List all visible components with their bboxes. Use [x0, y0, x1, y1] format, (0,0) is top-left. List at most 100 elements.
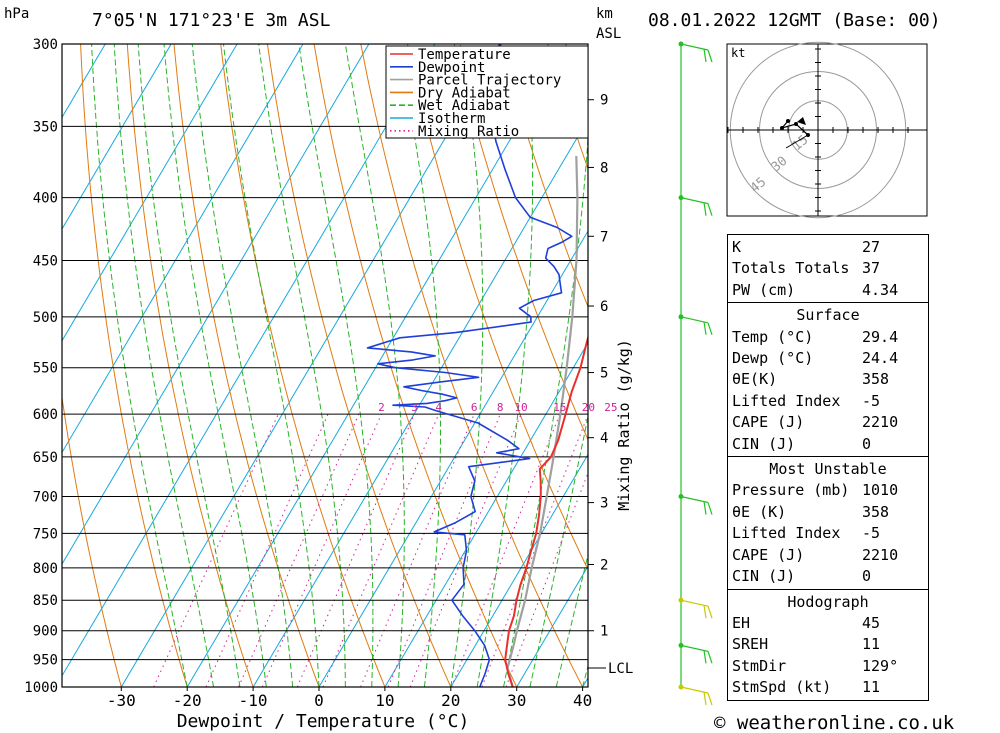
hodograph-trace — [780, 120, 809, 136]
wind-barb-flag — [703, 605, 707, 619]
surface-row: θE(K) 358 — [732, 370, 890, 389]
height-tick-label: 5 — [600, 366, 608, 382]
dry-adiabat-line — [500, 44, 588, 309]
pressure-tick-label: 750 — [33, 526, 58, 542]
temperature-tick-label: 40 — [573, 691, 592, 710]
mixing-ratio-line — [451, 414, 561, 687]
temperature-tick-label: 0 — [314, 691, 324, 710]
mixing-ratio-line — [153, 413, 279, 687]
height-tick-label: 4 — [600, 431, 608, 447]
index-row-pw: PW (cm) 4.34 — [732, 280, 899, 299]
isotherm-line — [62, 44, 436, 677]
mixing-ratio-line — [322, 414, 440, 687]
wind-barb-flag — [707, 692, 713, 706]
mixing-ratio-label: 20 — [582, 401, 595, 414]
dry-adiabat-line — [313, 44, 518, 687]
most-unstable-row: θE (K) 358 — [732, 502, 890, 521]
wet-adiabat-line — [191, 44, 294, 687]
dry-adiabat-line — [80, 44, 188, 687]
lcl-label: LCL — [608, 661, 633, 677]
mixing-ratio-line — [409, 414, 522, 687]
height-asl-label: ASL — [596, 26, 622, 42]
temperature-tick-label: 20 — [441, 691, 460, 710]
mixing-ratio-label: 2 — [378, 401, 385, 414]
mixing-ratio-line — [238, 413, 360, 687]
wind-barb-flag — [707, 651, 713, 664]
forecast-datetime: 08.01.2022 12GMT (Base: 00) — [648, 10, 941, 31]
legend-label: Mixing Ratio — [418, 124, 519, 140]
wind-barb-shaft — [680, 316, 709, 324]
legend-label: Temperature — [418, 47, 511, 63]
pressure-tick-label: 850 — [33, 593, 58, 609]
wet-adiabat-line — [137, 44, 241, 687]
isotherm-line — [186, 44, 568, 687]
wet-adiabat-line — [476, 44, 534, 687]
wet-adiabat-line — [223, 44, 320, 687]
wind-barb-flag — [703, 501, 707, 515]
parcel-trajectory-curve — [506, 155, 579, 687]
wind-barb-flag — [703, 48, 707, 63]
plot-frame — [61, 43, 589, 688]
mixing-ratio-axis-label: Mixing Ratio (g/kg) — [615, 339, 633, 511]
height-tick-label: 2 — [600, 557, 608, 573]
index-row-totals: Totals Totals 37 — [732, 259, 881, 278]
wet-adiabat-line — [91, 44, 188, 687]
wind-barb-flag — [707, 203, 713, 216]
dry-adiabat-line — [968, 44, 1000, 687]
wind-barb-flag — [703, 321, 707, 335]
height-tick-label: 1 — [600, 624, 608, 640]
height-tick-label: 7 — [600, 229, 608, 245]
most-unstable-row: CIN (J) 0 — [732, 567, 872, 586]
mixing-ratio-line — [205, 413, 329, 687]
mixing-ratio-label: 3 — [411, 401, 418, 414]
wind-barb-flag — [707, 502, 713, 515]
most-unstable-row: CAPE (J) 2210 — [732, 545, 899, 564]
pressure-tick-label: 450 — [33, 254, 58, 270]
storm-motion-arrow — [797, 117, 806, 125]
mixing-ratio-label: 25 — [604, 401, 617, 414]
isotherm-line — [516, 565, 588, 687]
wind-barb-shaft — [680, 197, 709, 205]
wind-barb-shaft — [680, 495, 709, 504]
mixing-ratio-label: 4 — [435, 401, 442, 414]
pressure-tick-label: 650 — [33, 450, 58, 466]
height-tick-label: 3 — [600, 496, 608, 512]
temperature-tick-label: 30 — [507, 691, 526, 710]
hodograph-row: SREH 11 — [732, 635, 881, 654]
wind-barb-shaft — [680, 599, 709, 607]
surface-title: Surface — [796, 306, 860, 325]
hodograph-unit-label: kt — [731, 46, 745, 60]
temperature-tick-label: -20 — [173, 691, 202, 710]
wind-barb-flag — [707, 606, 713, 619]
pressure-tick-label: 800 — [33, 561, 58, 577]
pressure-tick-label: 950 — [33, 653, 58, 669]
height-tick-label: 8 — [600, 160, 608, 176]
copyright-footer[interactable]: © weatheronline.co.uk — [714, 712, 955, 733]
wind-barb-flag — [707, 322, 713, 336]
temperature-curve — [504, 334, 588, 687]
stability-indices-table: K 27 Totals Totals 37 PW (cm) 4.34 Surface … — [727, 234, 929, 701]
hodograph-point — [780, 126, 784, 130]
mixing-ratio-label: 15 — [553, 401, 566, 414]
wet-adiabat-line — [450, 44, 484, 687]
dry-adiabat-line — [360, 44, 584, 687]
surface-row: CAPE (J) 2210 — [732, 413, 899, 432]
index-row-k: K 27 — [732, 238, 881, 256]
wet-adiabat-line — [398, 44, 441, 687]
wind-barb-flag — [703, 202, 707, 216]
legend-label: Dry Adiabat — [418, 85, 511, 101]
most-unstable-row: Lifted Index -5 — [732, 524, 881, 543]
wind-barb-flag — [703, 691, 707, 706]
x-axis-label: Dewpoint / Temperature (°C) — [177, 711, 470, 732]
wet-adiabat-line — [344, 44, 405, 687]
temperature-tick-label: -30 — [107, 691, 136, 710]
pressure-tick-label: 500 — [33, 310, 58, 326]
height-unit-label: km — [596, 6, 613, 22]
pressure-unit-label: hPa — [4, 6, 30, 22]
surface-row: Lifted Index -5 — [732, 391, 881, 410]
isotherm-line — [120, 44, 502, 687]
temperature-tick-label: -10 — [239, 691, 268, 710]
isotherm-line — [318, 230, 588, 687]
